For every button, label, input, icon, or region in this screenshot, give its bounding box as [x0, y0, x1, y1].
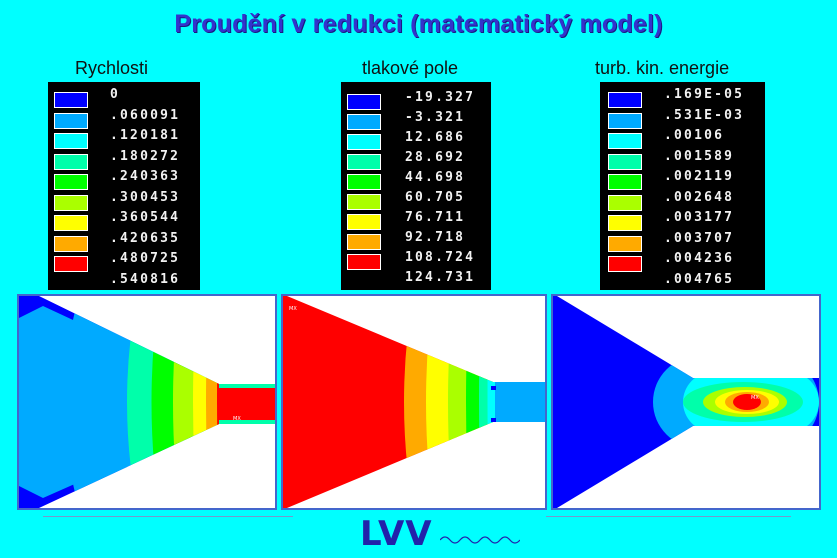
- legend-value: .480725: [110, 251, 181, 266]
- legend-value: .00106: [664, 128, 725, 143]
- legend-swatch: [347, 114, 381, 130]
- legend-swatch: [347, 254, 381, 270]
- legend-value: .360544: [110, 210, 181, 225]
- legend-swatch: [54, 194, 88, 211]
- legend-swatch: [347, 214, 381, 230]
- legend-value: 108.724: [405, 250, 476, 265]
- legend-swatch: [54, 133, 88, 149]
- legend-value: 12.686: [405, 130, 466, 145]
- legend-swatch: [54, 112, 88, 129]
- legend-value: .002119: [664, 169, 735, 184]
- legend-swatch: [608, 194, 642, 211]
- divider-line: [43, 516, 293, 517]
- legend-swatch: [608, 153, 642, 170]
- legend-value: .120181: [110, 128, 181, 143]
- legend-swatch: [608, 133, 642, 149]
- pressure-contour-plot: MX: [281, 294, 547, 510]
- lvv-logo: LVV: [360, 514, 433, 554]
- legend-value: 0: [110, 87, 121, 102]
- legend-value: .531E-03: [664, 107, 745, 123]
- page-title: Proudění v redukci (matematický model): [174, 10, 663, 38]
- legend-turbulence: .169E-05 .531E-03 .00106 .001589 .002119…: [600, 82, 765, 290]
- label-turbulence: turb. kin. energie: [595, 58, 730, 78]
- legend-swatch: [54, 256, 88, 272]
- label-pressure: tlakové pole: [362, 58, 459, 78]
- legend-value: 44.698: [405, 170, 466, 185]
- legend-value: .003707: [664, 230, 735, 246]
- legend-value: .420635: [110, 230, 181, 246]
- legend-value: .004236: [664, 251, 735, 266]
- legend-value: -3.321: [405, 110, 466, 125]
- legend-value: 60.705: [405, 190, 466, 205]
- legend-swatch: [347, 234, 381, 250]
- legend-swatch: [347, 134, 381, 150]
- legend-swatch: [608, 174, 642, 190]
- legend-swatch: [54, 153, 88, 170]
- wave-decoration: [440, 536, 520, 544]
- turbulence-contour-plot: MX: [551, 294, 821, 510]
- legend-value: .060091: [110, 107, 181, 123]
- legend-swatch: [347, 194, 381, 210]
- legend-value: .001589: [664, 148, 735, 164]
- max-marker: MX: [233, 416, 241, 422]
- velocity-contour-plot: MX: [17, 294, 277, 510]
- legend-swatch: [608, 235, 642, 252]
- max-marker: MX: [289, 306, 297, 312]
- legend-value: .240363: [110, 169, 181, 184]
- legend-velocity: 0 .060091 .120181 .180272 .240363 .30045…: [48, 82, 200, 290]
- legend-value: .002648: [664, 189, 735, 205]
- legend-value: 76.711: [405, 210, 466, 225]
- legend-pressure: -19.327 -3.321 12.686 28.692 44.698 60.7…: [341, 82, 491, 290]
- legend-swatch: [54, 92, 88, 108]
- label-velocity: Rychlosti: [75, 58, 149, 78]
- legend-value: .540816: [110, 271, 181, 287]
- legend-swatch: [54, 174, 88, 190]
- legend-value: .003177: [664, 210, 735, 225]
- divider-line: [546, 516, 791, 517]
- legend-swatch: [608, 256, 642, 272]
- legend-swatch: [608, 215, 642, 231]
- legend-swatch: [54, 215, 88, 231]
- legend-swatch: [608, 112, 642, 129]
- legend-value: .180272: [110, 148, 181, 164]
- legend-value: 92.718: [405, 230, 466, 245]
- legend-swatch: [347, 174, 381, 190]
- legend-swatch: [347, 154, 381, 170]
- legend-value: .169E-05: [664, 87, 745, 102]
- legend-value: 124.731: [405, 270, 476, 285]
- max-marker: MX: [751, 395, 759, 401]
- legend-value: .300453: [110, 189, 181, 205]
- legend-value: 28.692: [405, 150, 466, 165]
- legend-value: -19.327: [405, 90, 476, 105]
- legend-swatch: [54, 235, 88, 252]
- legend-swatch: [608, 92, 642, 108]
- legend-swatch: [347, 94, 381, 110]
- legend-value: .004765: [664, 271, 735, 287]
